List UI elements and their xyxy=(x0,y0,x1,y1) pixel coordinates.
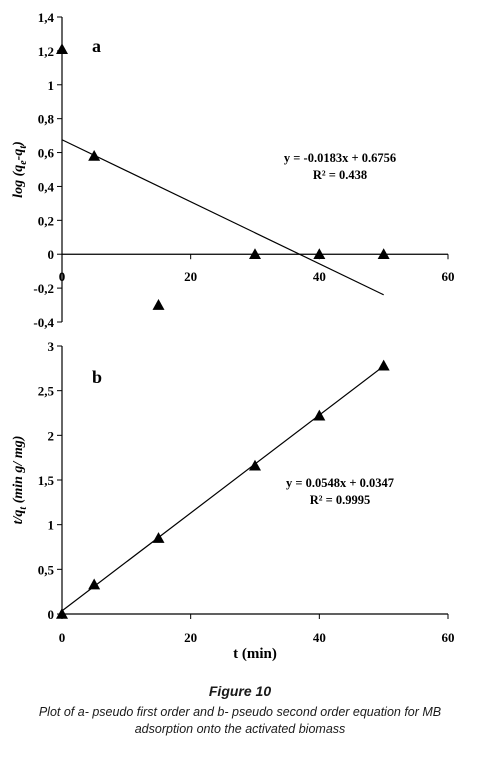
data-point xyxy=(249,459,261,471)
data-point xyxy=(313,409,326,421)
y-tick-label: 1 xyxy=(48,78,55,93)
x-tick-label: 40 xyxy=(313,630,326,645)
figure-caption-title: Figure 10 xyxy=(208,683,272,699)
x-tick-label: 20 xyxy=(184,269,197,284)
panel-label: b xyxy=(92,367,102,387)
x-tick-label: 40 xyxy=(313,269,326,284)
y-tick-label: 0 xyxy=(48,607,55,622)
figure-caption-text: Plot of a- pseudo first order and b- pse… xyxy=(38,705,442,736)
fit-equation: y = -0.0183x + 0.6756 xyxy=(284,151,396,165)
fit-r-squared: R² = 0.438 xyxy=(313,168,367,182)
y-tick-label: 0,5 xyxy=(38,562,55,577)
fit-line xyxy=(61,139,384,296)
y-tick-label: 0,4 xyxy=(38,179,55,194)
x-tick-label: 60 xyxy=(442,630,455,645)
data-point xyxy=(152,299,165,310)
x-tick-label: 0 xyxy=(59,269,66,284)
data-point xyxy=(88,578,101,590)
y-tick-label: 1,5 xyxy=(38,473,55,488)
data-point xyxy=(56,608,68,619)
data-point xyxy=(313,248,326,260)
fit-r-squared: R² = 0.9995 xyxy=(310,493,371,507)
y-tick-label: -0,2 xyxy=(33,281,54,296)
data-point xyxy=(152,532,165,543)
x-tick-label: 20 xyxy=(184,630,197,645)
y-axis-label: t/qt (min g/ mg) xyxy=(11,436,29,525)
fit-equation: y = 0.0548x + 0.0347 xyxy=(286,476,394,490)
fit-line xyxy=(61,365,385,612)
y-tick-label: 0,8 xyxy=(38,112,55,127)
y-axis-label: log (qe-qt) xyxy=(11,141,29,198)
data-point xyxy=(88,149,101,161)
chart-panel-a: -0,4 -0,2 0 0,2 0,4 0,6 0,8 1 1,2 1,4 0 20 40 60 a y = … xyxy=(11,10,455,330)
chart-panel-b: 0 0,5 1 1,5 2 2,5 3 0 20 40 60 b y = 0.0548x + 0.034… xyxy=(11,339,455,662)
y-axis-label-part: e xyxy=(18,160,29,165)
data-point xyxy=(377,359,390,371)
x-tick-label: 60 xyxy=(442,269,455,284)
y-tick-label: 1 xyxy=(48,518,55,533)
y-tick-label: 2 xyxy=(48,428,55,443)
y-axis-label-part: -q xyxy=(11,149,26,161)
y-axis-label-part: t xyxy=(18,506,29,510)
x-axis-label: t (min) xyxy=(233,646,277,662)
y-tick-label: 1,2 xyxy=(38,44,54,59)
y-tick-label: 3 xyxy=(48,339,55,354)
x-tick-label: 0 xyxy=(59,630,66,645)
y-axis-label-part: t xyxy=(18,145,29,149)
y-tick-label: 1,4 xyxy=(38,10,55,25)
y-tick-label: -0,4 xyxy=(33,315,54,330)
y-axis-label-part: (min g/ mg) xyxy=(11,436,26,507)
panel-label: a xyxy=(92,36,101,56)
y-tick-label: 2,5 xyxy=(38,384,55,399)
y-axis-label-part: ) xyxy=(11,141,26,148)
y-tick-label: 0,2 xyxy=(38,213,54,228)
data-point xyxy=(56,43,68,54)
data-point xyxy=(377,248,390,260)
y-tick-label: 0,6 xyxy=(38,146,55,161)
y-tick-label: 0 xyxy=(48,247,55,262)
y-axis-label-part: log (q xyxy=(11,165,26,198)
data-point xyxy=(249,248,261,260)
y-axis-label-part: t/q xyxy=(11,510,26,525)
